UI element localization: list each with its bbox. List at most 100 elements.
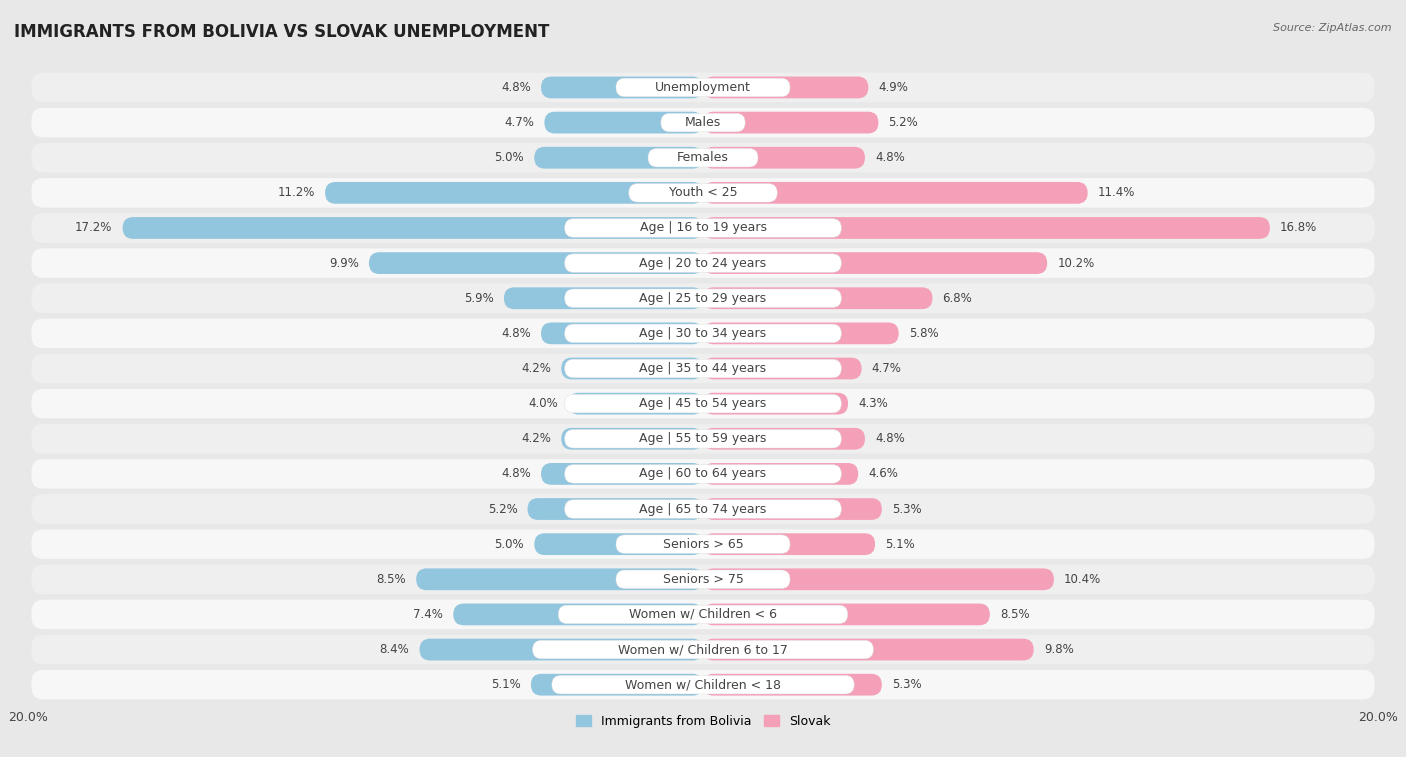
Text: Age | 55 to 59 years: Age | 55 to 59 years	[640, 432, 766, 445]
FancyBboxPatch shape	[561, 428, 703, 450]
FancyBboxPatch shape	[628, 184, 778, 202]
Text: Age | 35 to 44 years: Age | 35 to 44 years	[640, 362, 766, 375]
Text: 4.8%: 4.8%	[501, 81, 531, 94]
Text: 10.4%: 10.4%	[1064, 573, 1101, 586]
FancyBboxPatch shape	[31, 107, 1375, 137]
FancyBboxPatch shape	[703, 147, 865, 169]
Text: 10.2%: 10.2%	[1057, 257, 1094, 269]
Text: Age | 20 to 24 years: Age | 20 to 24 years	[640, 257, 766, 269]
FancyBboxPatch shape	[561, 357, 703, 379]
Text: Youth < 25: Youth < 25	[669, 186, 737, 199]
Text: 5.8%: 5.8%	[908, 327, 938, 340]
FancyBboxPatch shape	[648, 148, 758, 167]
Text: 11.2%: 11.2%	[277, 186, 315, 199]
FancyBboxPatch shape	[31, 670, 1375, 699]
Text: Women w/ Children 6 to 17: Women w/ Children 6 to 17	[619, 643, 787, 656]
Text: 4.2%: 4.2%	[522, 432, 551, 445]
FancyBboxPatch shape	[565, 429, 841, 448]
Text: IMMIGRANTS FROM BOLIVIA VS SLOVAK UNEMPLOYMENT: IMMIGRANTS FROM BOLIVIA VS SLOVAK UNEMPL…	[14, 23, 550, 41]
Text: 9.9%: 9.9%	[329, 257, 359, 269]
FancyBboxPatch shape	[703, 217, 1270, 239]
Text: 4.0%: 4.0%	[529, 397, 558, 410]
Text: Women w/ Children < 6: Women w/ Children < 6	[628, 608, 778, 621]
FancyBboxPatch shape	[565, 500, 841, 519]
FancyBboxPatch shape	[419, 639, 703, 660]
FancyBboxPatch shape	[565, 324, 841, 343]
Text: 4.8%: 4.8%	[501, 327, 531, 340]
Text: Unemployment: Unemployment	[655, 81, 751, 94]
FancyBboxPatch shape	[544, 112, 703, 133]
FancyBboxPatch shape	[703, 639, 1033, 660]
Text: 5.2%: 5.2%	[488, 503, 517, 516]
Text: Seniors > 75: Seniors > 75	[662, 573, 744, 586]
Text: 5.1%: 5.1%	[886, 537, 915, 550]
FancyBboxPatch shape	[31, 354, 1375, 383]
FancyBboxPatch shape	[703, 112, 879, 133]
FancyBboxPatch shape	[534, 147, 703, 169]
Text: Seniors > 65: Seniors > 65	[662, 537, 744, 550]
FancyBboxPatch shape	[534, 533, 703, 555]
FancyBboxPatch shape	[31, 73, 1375, 102]
Text: 4.9%: 4.9%	[879, 81, 908, 94]
Text: Age | 16 to 19 years: Age | 16 to 19 years	[640, 222, 766, 235]
FancyBboxPatch shape	[31, 389, 1375, 419]
Text: 4.7%: 4.7%	[505, 116, 534, 129]
FancyBboxPatch shape	[31, 424, 1375, 453]
FancyBboxPatch shape	[31, 494, 1375, 524]
Text: 4.6%: 4.6%	[869, 467, 898, 481]
FancyBboxPatch shape	[533, 640, 873, 659]
Text: Age | 65 to 74 years: Age | 65 to 74 years	[640, 503, 766, 516]
FancyBboxPatch shape	[31, 248, 1375, 278]
FancyBboxPatch shape	[31, 635, 1375, 665]
Text: Source: ZipAtlas.com: Source: ZipAtlas.com	[1274, 23, 1392, 33]
Text: 5.3%: 5.3%	[891, 503, 921, 516]
FancyBboxPatch shape	[325, 182, 703, 204]
Text: 4.3%: 4.3%	[858, 397, 889, 410]
Text: 5.1%: 5.1%	[491, 678, 520, 691]
FancyBboxPatch shape	[31, 178, 1375, 207]
Legend: Immigrants from Bolivia, Slovak: Immigrants from Bolivia, Slovak	[571, 710, 835, 733]
FancyBboxPatch shape	[31, 213, 1375, 243]
FancyBboxPatch shape	[703, 322, 898, 344]
FancyBboxPatch shape	[703, 288, 932, 309]
FancyBboxPatch shape	[568, 393, 703, 415]
Text: 4.8%: 4.8%	[875, 151, 905, 164]
Text: Age | 30 to 34 years: Age | 30 to 34 years	[640, 327, 766, 340]
Text: 8.5%: 8.5%	[377, 573, 406, 586]
Text: Females: Females	[678, 151, 728, 164]
Text: 5.0%: 5.0%	[495, 151, 524, 164]
FancyBboxPatch shape	[31, 565, 1375, 594]
Text: 5.2%: 5.2%	[889, 116, 918, 129]
FancyBboxPatch shape	[565, 360, 841, 378]
FancyBboxPatch shape	[703, 357, 862, 379]
Text: Males: Males	[685, 116, 721, 129]
FancyBboxPatch shape	[541, 76, 703, 98]
FancyBboxPatch shape	[703, 393, 848, 415]
Text: 5.9%: 5.9%	[464, 291, 494, 305]
Text: 9.8%: 9.8%	[1043, 643, 1074, 656]
FancyBboxPatch shape	[368, 252, 703, 274]
FancyBboxPatch shape	[703, 463, 858, 484]
FancyBboxPatch shape	[703, 498, 882, 520]
Text: 5.3%: 5.3%	[891, 678, 921, 691]
FancyBboxPatch shape	[31, 459, 1375, 489]
FancyBboxPatch shape	[703, 533, 875, 555]
FancyBboxPatch shape	[703, 569, 1054, 590]
FancyBboxPatch shape	[31, 319, 1375, 348]
FancyBboxPatch shape	[703, 182, 1088, 204]
FancyBboxPatch shape	[503, 288, 703, 309]
Text: Age | 25 to 29 years: Age | 25 to 29 years	[640, 291, 766, 305]
FancyBboxPatch shape	[31, 529, 1375, 559]
FancyBboxPatch shape	[527, 498, 703, 520]
FancyBboxPatch shape	[453, 603, 703, 625]
Text: 8.4%: 8.4%	[380, 643, 409, 656]
FancyBboxPatch shape	[703, 252, 1047, 274]
FancyBboxPatch shape	[565, 254, 841, 273]
FancyBboxPatch shape	[531, 674, 703, 696]
FancyBboxPatch shape	[541, 463, 703, 484]
Text: Women w/ Children < 18: Women w/ Children < 18	[626, 678, 780, 691]
Text: Age | 45 to 54 years: Age | 45 to 54 years	[640, 397, 766, 410]
FancyBboxPatch shape	[416, 569, 703, 590]
Text: 4.8%: 4.8%	[875, 432, 905, 445]
FancyBboxPatch shape	[31, 143, 1375, 173]
